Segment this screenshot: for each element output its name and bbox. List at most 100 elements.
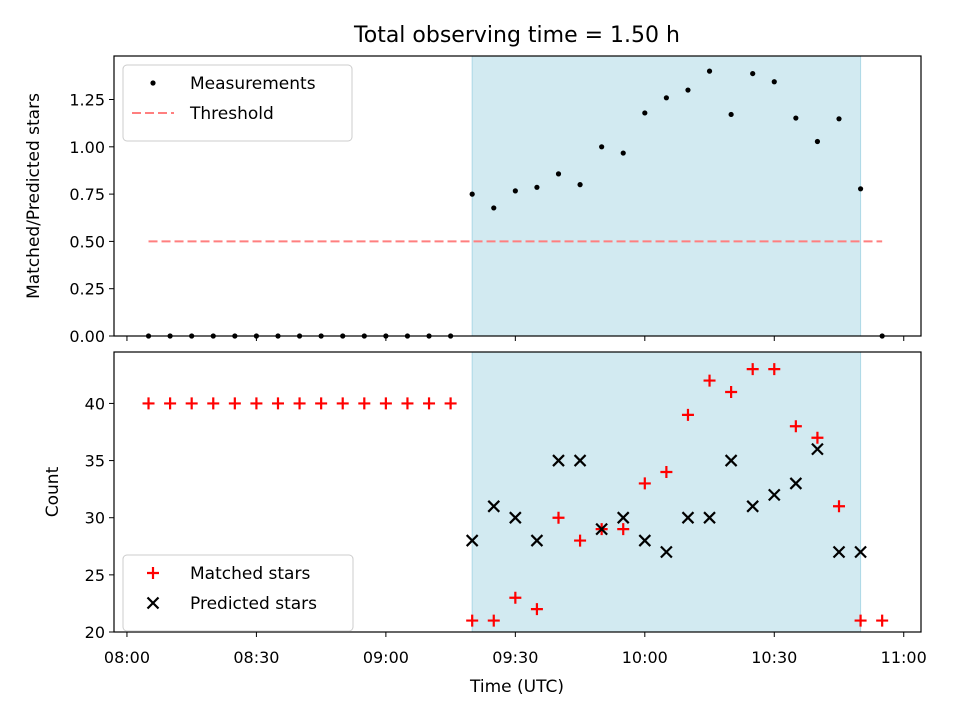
predicted-star-point [616,511,630,524]
x-tick-label: 08:00 [104,648,150,667]
predicted-star-point [832,545,846,559]
y-tick-label: 20 [85,623,105,642]
bottom-panel-counts: 20 25 30 35 40 08:00 08:30 09:00 09:30 10:00 10:30… [43,351,927,667]
measurement-point [491,205,497,211]
matched-star-point [336,397,349,410]
predicted-star-point [552,454,565,467]
matched-star-point [142,397,155,410]
y-tick-label: 1.25 [69,91,105,110]
observing-window-band [471,351,862,633]
x-tick-label: 10:00 [622,648,668,667]
legend-label: Threshold [189,104,274,124]
matched-star-point [660,466,673,478]
measurement-point [534,184,540,190]
x-tick-label: 09:00 [363,648,409,667]
legend-box [122,554,354,632]
matched-star-point [444,397,457,410]
matched-star-point [401,397,414,410]
legend-label: Predicted stars [190,594,317,614]
predicted-star-point [767,488,781,502]
axes-frame [113,351,922,633]
legend-marker-matched [147,567,159,579]
chart-title: Total observing time = 1.50 h [353,23,680,48]
matched-star-point [617,523,630,536]
matched-star-point [358,397,371,410]
measurement-point [469,191,475,197]
x-tick-label: 10:30 [751,648,797,667]
matched-star-point [876,614,889,627]
predicted-star-point [487,500,501,513]
measurement-point [685,87,691,93]
measurement-point [793,115,799,121]
y-tick-label: 40 [85,394,105,413]
matched-star-point [789,420,802,433]
predicted-star-point [746,500,759,513]
measurement-point [857,186,864,192]
matched-star-point [250,397,263,410]
matched-star-point [811,431,824,444]
measurement-point [599,144,605,150]
y-tick-label: 1.00 [69,138,105,157]
matched-star-point [487,614,500,627]
matched-star-point [293,397,306,410]
predicted-star-point [660,545,673,559]
matched-star-point [466,614,479,627]
matched-star-point [854,614,867,627]
legend-box [122,64,353,142]
predicted-star-point [789,477,803,490]
matched-star-point [574,534,587,547]
y-tick-label: 30 [85,509,105,528]
measurement-point [663,95,669,101]
measurement-point [706,68,713,74]
measurement-point [750,70,756,77]
y-axis-label: Matched/Predicted stars [24,93,44,299]
matched-star-point [164,397,177,410]
y-tick-label: 0.75 [69,185,105,204]
predicted-star-point [595,522,608,536]
matched-star-point [315,397,328,410]
matched-star-point [228,397,241,410]
y-tick-label: 35 [85,452,105,471]
matched-star-point [638,477,651,490]
measurement-point [814,138,821,145]
matched-star-point [552,511,565,524]
matched-star-point [379,397,392,410]
predicted-star-point [509,511,522,524]
y-tick-label: 0.50 [69,232,105,251]
measurement-point [620,150,626,156]
measurement-point [771,79,777,85]
matched-star-point [271,397,284,410]
axes-frame [113,55,922,337]
predicted-star-point [638,534,652,547]
y-axis-label: Count [43,466,63,517]
matched-star-point [530,603,543,616]
legend-label: Matched stars [190,564,310,584]
matched-star-point [185,397,198,410]
measurement-point [728,111,734,118]
x-tick-label: 08:30 [233,648,279,667]
matched-star-point [833,500,846,513]
x-tick-label: 11:00 [881,648,927,667]
predicted-star-point [703,511,716,524]
matched-star-point [681,408,694,421]
measurement-point [642,110,648,116]
matched-star-point [768,363,781,376]
predicted-star-point [465,534,479,547]
y-tick-label: 25 [85,566,105,585]
predicted-star-point [573,454,587,467]
matched-star-point [703,374,716,387]
measurement-point [577,182,583,188]
matched-star-point [746,363,759,376]
x-tick-label: 09:30 [492,648,538,667]
predicted-star-point [811,442,824,456]
predicted-star-point [854,545,867,559]
legend-marker-measurements [150,80,156,86]
measurement-point [512,188,518,194]
y-tick-label: 0.00 [69,327,105,346]
matched-star-point [423,397,436,410]
legend-marker-predicted [146,596,160,610]
matched-star-point [725,386,738,398]
predicted-star-point [724,454,738,467]
predicted-star-point [530,534,544,547]
